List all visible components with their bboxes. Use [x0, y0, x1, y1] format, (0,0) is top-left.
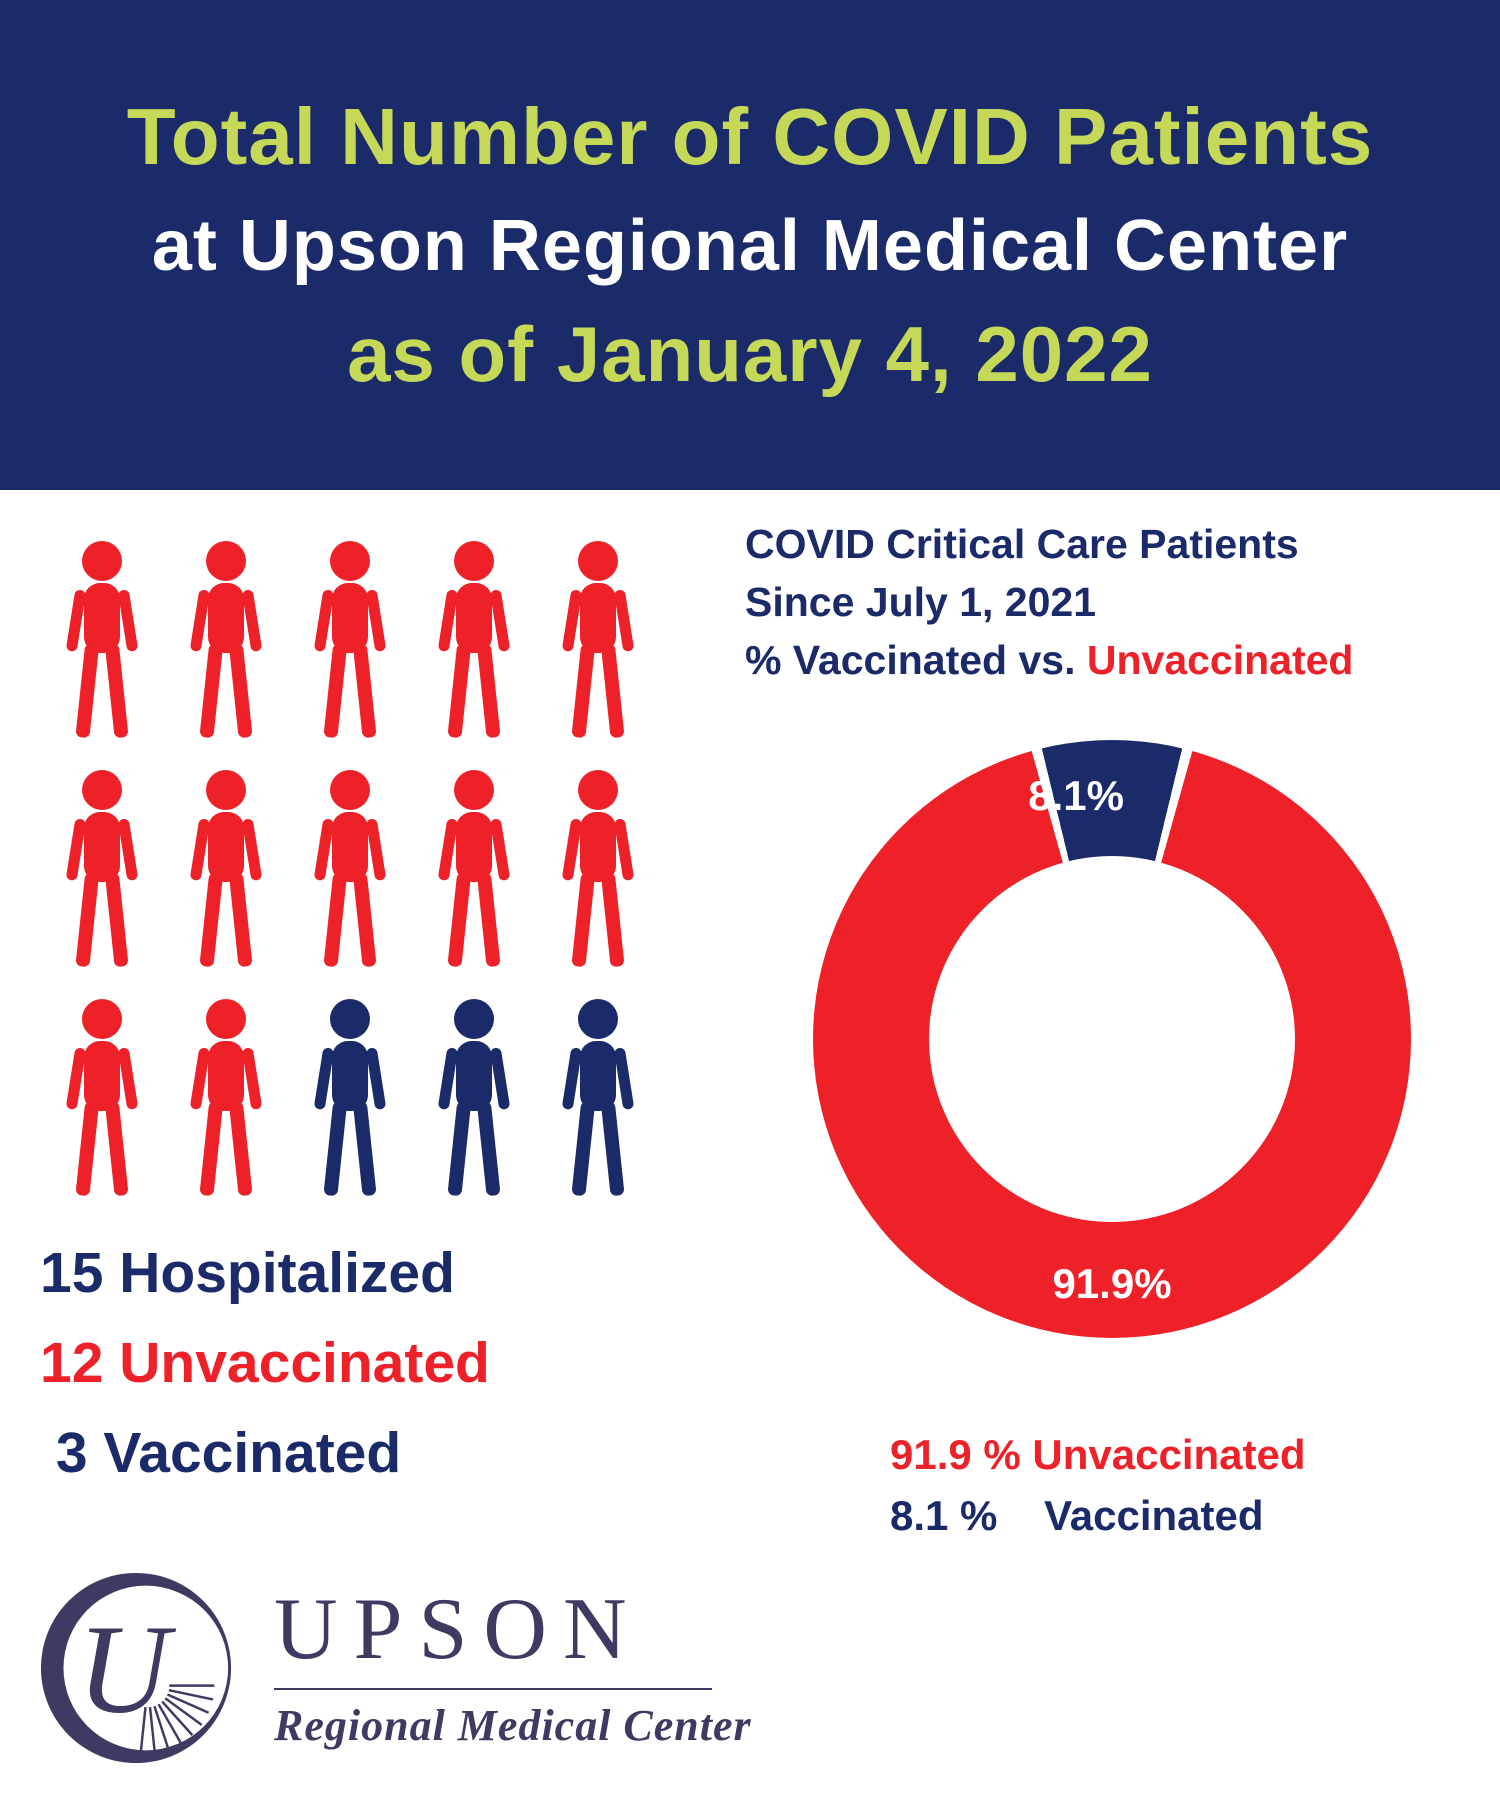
hospitalized-stats: 15 Hospitalized 12 Unvaccinated 3 Vaccin… — [40, 1245, 490, 1515]
pictogram-grid — [40, 540, 660, 1227]
upson-logo-badge-icon: U — [40, 1572, 232, 1764]
critical-care-title-line3: % Vaccinated vs. Unvaccinated — [745, 631, 1353, 689]
person-icon-unvaccinated — [437, 770, 511, 968]
donut-label-vaccinated: 8.1% — [1028, 772, 1124, 819]
critical-care-title: COVID Critical Care Patients Since July … — [745, 515, 1353, 690]
logo-name: UPSON — [274, 1580, 643, 1678]
logo-divider — [274, 1687, 712, 1690]
legend-vaccinated: 8.1 % Vaccinated — [890, 1491, 1264, 1539]
person-icon-unvaccinated — [65, 541, 139, 739]
upson-logo: U UPSON Regional Medical Center — [38, 1570, 752, 1766]
donut-legend: 91.9 % Unvaccinated 8.1 % Vaccinated — [890, 1425, 1306, 1547]
critical-care-title-line1: COVID Critical Care Patients — [745, 521, 1299, 567]
stat-vaccinated: 3 Vaccinated — [40, 1421, 402, 1485]
critical-care-title-line2: Since July 1, 2021 — [745, 579, 1097, 626]
logo-monogram: U — [77, 1598, 176, 1740]
person-icon-unvaccinated — [65, 770, 139, 968]
title-line-2: at Upson Regional Medical Center — [151, 205, 1349, 286]
logo-subtitle: Regional Medical Center — [274, 1700, 752, 1750]
person-icon-unvaccinated — [189, 999, 263, 1197]
logo-rays-icon — [139, 1684, 215, 1753]
person-icon-vaccinated — [561, 999, 635, 1197]
donut-chart: 8.1% 91.9% — [813, 740, 1411, 1338]
person-icon-unvaccinated — [561, 770, 635, 968]
person-icon-unvaccinated — [313, 541, 387, 739]
title-line-1: Total Number of COVID Patients — [126, 91, 1374, 181]
donut-label-unvaccinated: 91.9% — [1052, 1260, 1172, 1307]
person-icon-unvaccinated — [561, 541, 635, 739]
critical-care-title-line3-prefix: % Vaccinated vs. — [745, 637, 1087, 684]
stat-unvaccinated: 12 Unvaccinated — [40, 1331, 490, 1395]
stat-hospitalized: 15 Hospitalized — [40, 1241, 455, 1305]
title-line-3: as of January 4, 2022 — [347, 309, 1153, 398]
person-icon-unvaccinated — [189, 541, 263, 739]
person-icon-vaccinated — [437, 999, 511, 1197]
critical-care-title-line3-highlight: Unvaccinated — [1086, 637, 1354, 684]
person-icon-unvaccinated — [65, 999, 139, 1197]
legend-unvaccinated: 91.9 % Unvaccinated — [890, 1431, 1306, 1478]
header-banner: Total Number of COVID Patients at Upson … — [0, 0, 1500, 490]
logo-text: UPSON Regional Medical Center — [274, 1580, 752, 1751]
person-icon-vaccinated — [313, 999, 387, 1197]
person-icon-unvaccinated — [313, 770, 387, 968]
person-icon-unvaccinated — [437, 541, 511, 739]
person-icon-unvaccinated — [189, 770, 263, 968]
